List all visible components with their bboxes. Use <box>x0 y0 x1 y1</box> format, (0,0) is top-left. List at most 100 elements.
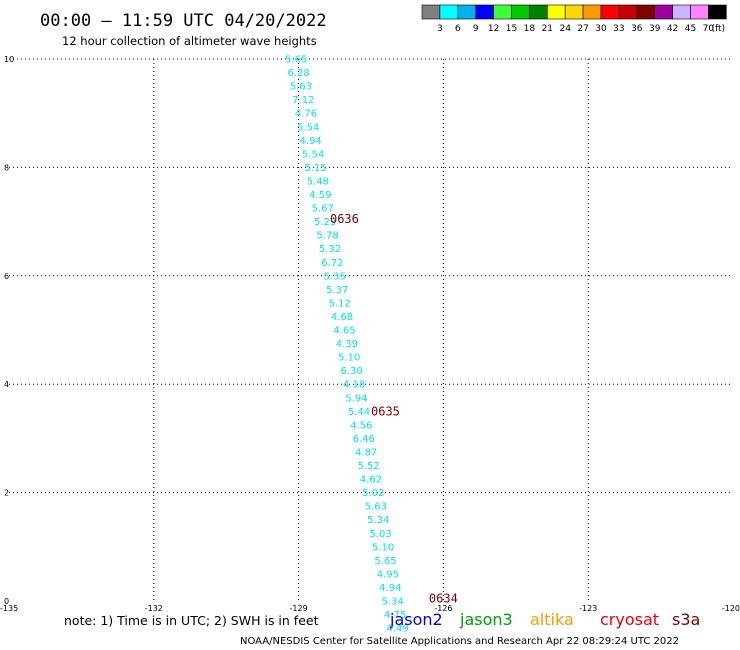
wave-height-label: 5.10 <box>372 542 394 553</box>
wave-height-label: 5.63 <box>290 82 312 93</box>
cycle-label: 0634 <box>429 591 458 605</box>
colorbar-swatch <box>636 4 655 20</box>
wave-height-label: 5.52 <box>357 461 379 472</box>
satellite-cryosat: cryosat <box>600 610 659 629</box>
colorbar-label: 12 <box>488 24 499 34</box>
wave-height-label: 4.39 <box>336 339 358 350</box>
wave-height-label: 5.23 <box>314 217 336 228</box>
wave-height-label: 4.18 <box>343 380 365 391</box>
colorbar-label: 3 <box>437 24 443 34</box>
y-tick-label: 10 <box>4 55 14 64</box>
satellite-jason2: jason2 <box>389 610 443 629</box>
cycle-labels: 0636 0635 0634 <box>330 212 458 605</box>
y-tick-label: 6 <box>4 272 9 281</box>
colorbar-swatch <box>564 4 584 20</box>
colorbar-label: 42 <box>667 24 678 34</box>
x-tick-label: -123 <box>579 604 597 613</box>
colorbar-label: 39 <box>649 24 661 34</box>
wave-height-label: 4.95 <box>377 569 399 580</box>
wave-height-label: 5.54 <box>302 149 324 160</box>
colorbar-swatch <box>421 4 441 20</box>
wave-height-label: 4.75 <box>384 610 406 621</box>
wave-height-label: 5.34 <box>367 515 389 526</box>
wave-height-label: 4.87 <box>355 447 377 458</box>
colorbar-label: 45 <box>685 24 696 34</box>
wave-height-label: 5.78 <box>316 231 338 242</box>
wave-height-label: 5.02 <box>362 488 384 499</box>
wave-height-label: 5.48 <box>307 176 329 187</box>
wave-height-label: 4.59 <box>309 190 331 201</box>
y-axis-ticks: 0 2 4 6 8 10 <box>4 55 14 606</box>
wave-height-label: 5.32 <box>319 244 341 255</box>
colorbar-unit: (ft) <box>712 24 726 34</box>
y-tick-label: 4 <box>4 380 9 389</box>
colorbar-swatch <box>708 4 727 20</box>
wave-height-label: 4.76 <box>295 109 317 120</box>
colorbar-label: 24 <box>559 24 571 34</box>
chart-subtitle: 12 hour collection of altimeter wave hei… <box>62 34 317 48</box>
cycle-label: 0636 <box>330 212 359 226</box>
wave-height-label: 5.12 <box>328 298 350 309</box>
note-text: note: 1) Time is in UTC; 2) SWH is in fe… <box>64 613 319 628</box>
chart-title: 00:00 — 11:59 UTC 04/20/2022 <box>40 11 327 31</box>
wave-height-label: 4.62 <box>360 475 382 486</box>
colorbar-swatch <box>582 4 602 20</box>
wave-height-label: 5.63 <box>365 502 387 513</box>
colorbar-label: 27 <box>577 24 588 34</box>
wave-height-label: 5.54 <box>297 122 319 133</box>
colorbar-label: 15 <box>506 24 517 34</box>
colorbar-label: 36 <box>631 24 643 34</box>
x-tick-label: -129 <box>290 604 308 613</box>
wave-height-label: 5.94 <box>345 393 367 404</box>
wave-height-label: 6.28 <box>287 68 309 79</box>
wave-height-label: 4.56 <box>350 420 372 431</box>
colorbar-swatch <box>439 4 459 20</box>
colorbar-swatch <box>475 4 494 20</box>
colorbar-label: 18 <box>524 24 536 34</box>
wave-height-label: 4.94 <box>300 136 322 147</box>
colorbar-swatch <box>600 4 620 20</box>
satellite-jason3: jason3 <box>459 610 513 629</box>
wave-height-label: 7.12 <box>292 95 314 106</box>
y-tick-label: 2 <box>4 489 9 498</box>
wave-height-label: 5.34 <box>382 597 404 608</box>
wave-height-label: 4.49 <box>386 624 408 635</box>
satellite-altika: altika <box>530 610 574 629</box>
colorbar-label: 6 <box>455 24 461 34</box>
wave-height-label: 4.65 <box>333 326 355 337</box>
wave-height-label: 5.37 <box>326 285 348 296</box>
wave-height-label: 4.94 <box>379 583 401 594</box>
wave-height-label: 6.46 <box>353 434 375 445</box>
wave-height-label: 5.44 <box>348 407 370 418</box>
x-tick-label: -120 <box>722 604 740 613</box>
wave-height-label: 5.65 <box>285 55 307 66</box>
x-tick-label: -135 <box>0 604 18 613</box>
wave-height-label: 5.67 <box>312 204 334 215</box>
wave-height-label: 5.03 <box>370 529 392 540</box>
wave-height-label: 6.72 <box>321 258 343 269</box>
x-tick-label: -132 <box>145 604 163 613</box>
satellite-legend: jason2 jason3 altika cryosat s3a <box>389 610 700 629</box>
y-tick-label: 8 <box>4 163 9 172</box>
colorbar-legend: 3 6 9 12 15 18 21 24 27 30 33 36 39 42 45 70(ft) <box>421 4 727 34</box>
colorbar-swatch <box>457 4 476 20</box>
satellite-s3a: s3a <box>672 610 700 629</box>
wave-height-values: 5.65 6.28 5.63 7.12 4.76 5.54 4.94 5.54 5.15 5.48… <box>285 55 409 635</box>
wave-height-label: 5.35 <box>324 271 346 282</box>
cycle-label: 0635 <box>371 404 400 418</box>
y-tick-label: 0 <box>4 597 9 606</box>
colorbar-swatch <box>690 4 709 20</box>
colorbar-label: 70 <box>703 24 715 34</box>
colorbar-label: 9 <box>473 24 479 34</box>
footer-credit: NOAA/NESDIS Center for Satellite Applica… <box>240 636 679 647</box>
wave-height-label: 4.68 <box>331 312 353 323</box>
plot-grid <box>9 58 733 601</box>
x-axis-ticks: -135 -132 -129 -126 -123 -120 <box>0 604 740 613</box>
colorbar-swatch <box>672 4 691 20</box>
colorbar-label: 33 <box>613 24 624 34</box>
colorbar-swatch <box>493 4 512 20</box>
wave-height-label: 6.30 <box>341 366 363 377</box>
wave-height-label: 5.65 <box>374 556 396 567</box>
x-tick-label: -126 <box>434 604 452 613</box>
